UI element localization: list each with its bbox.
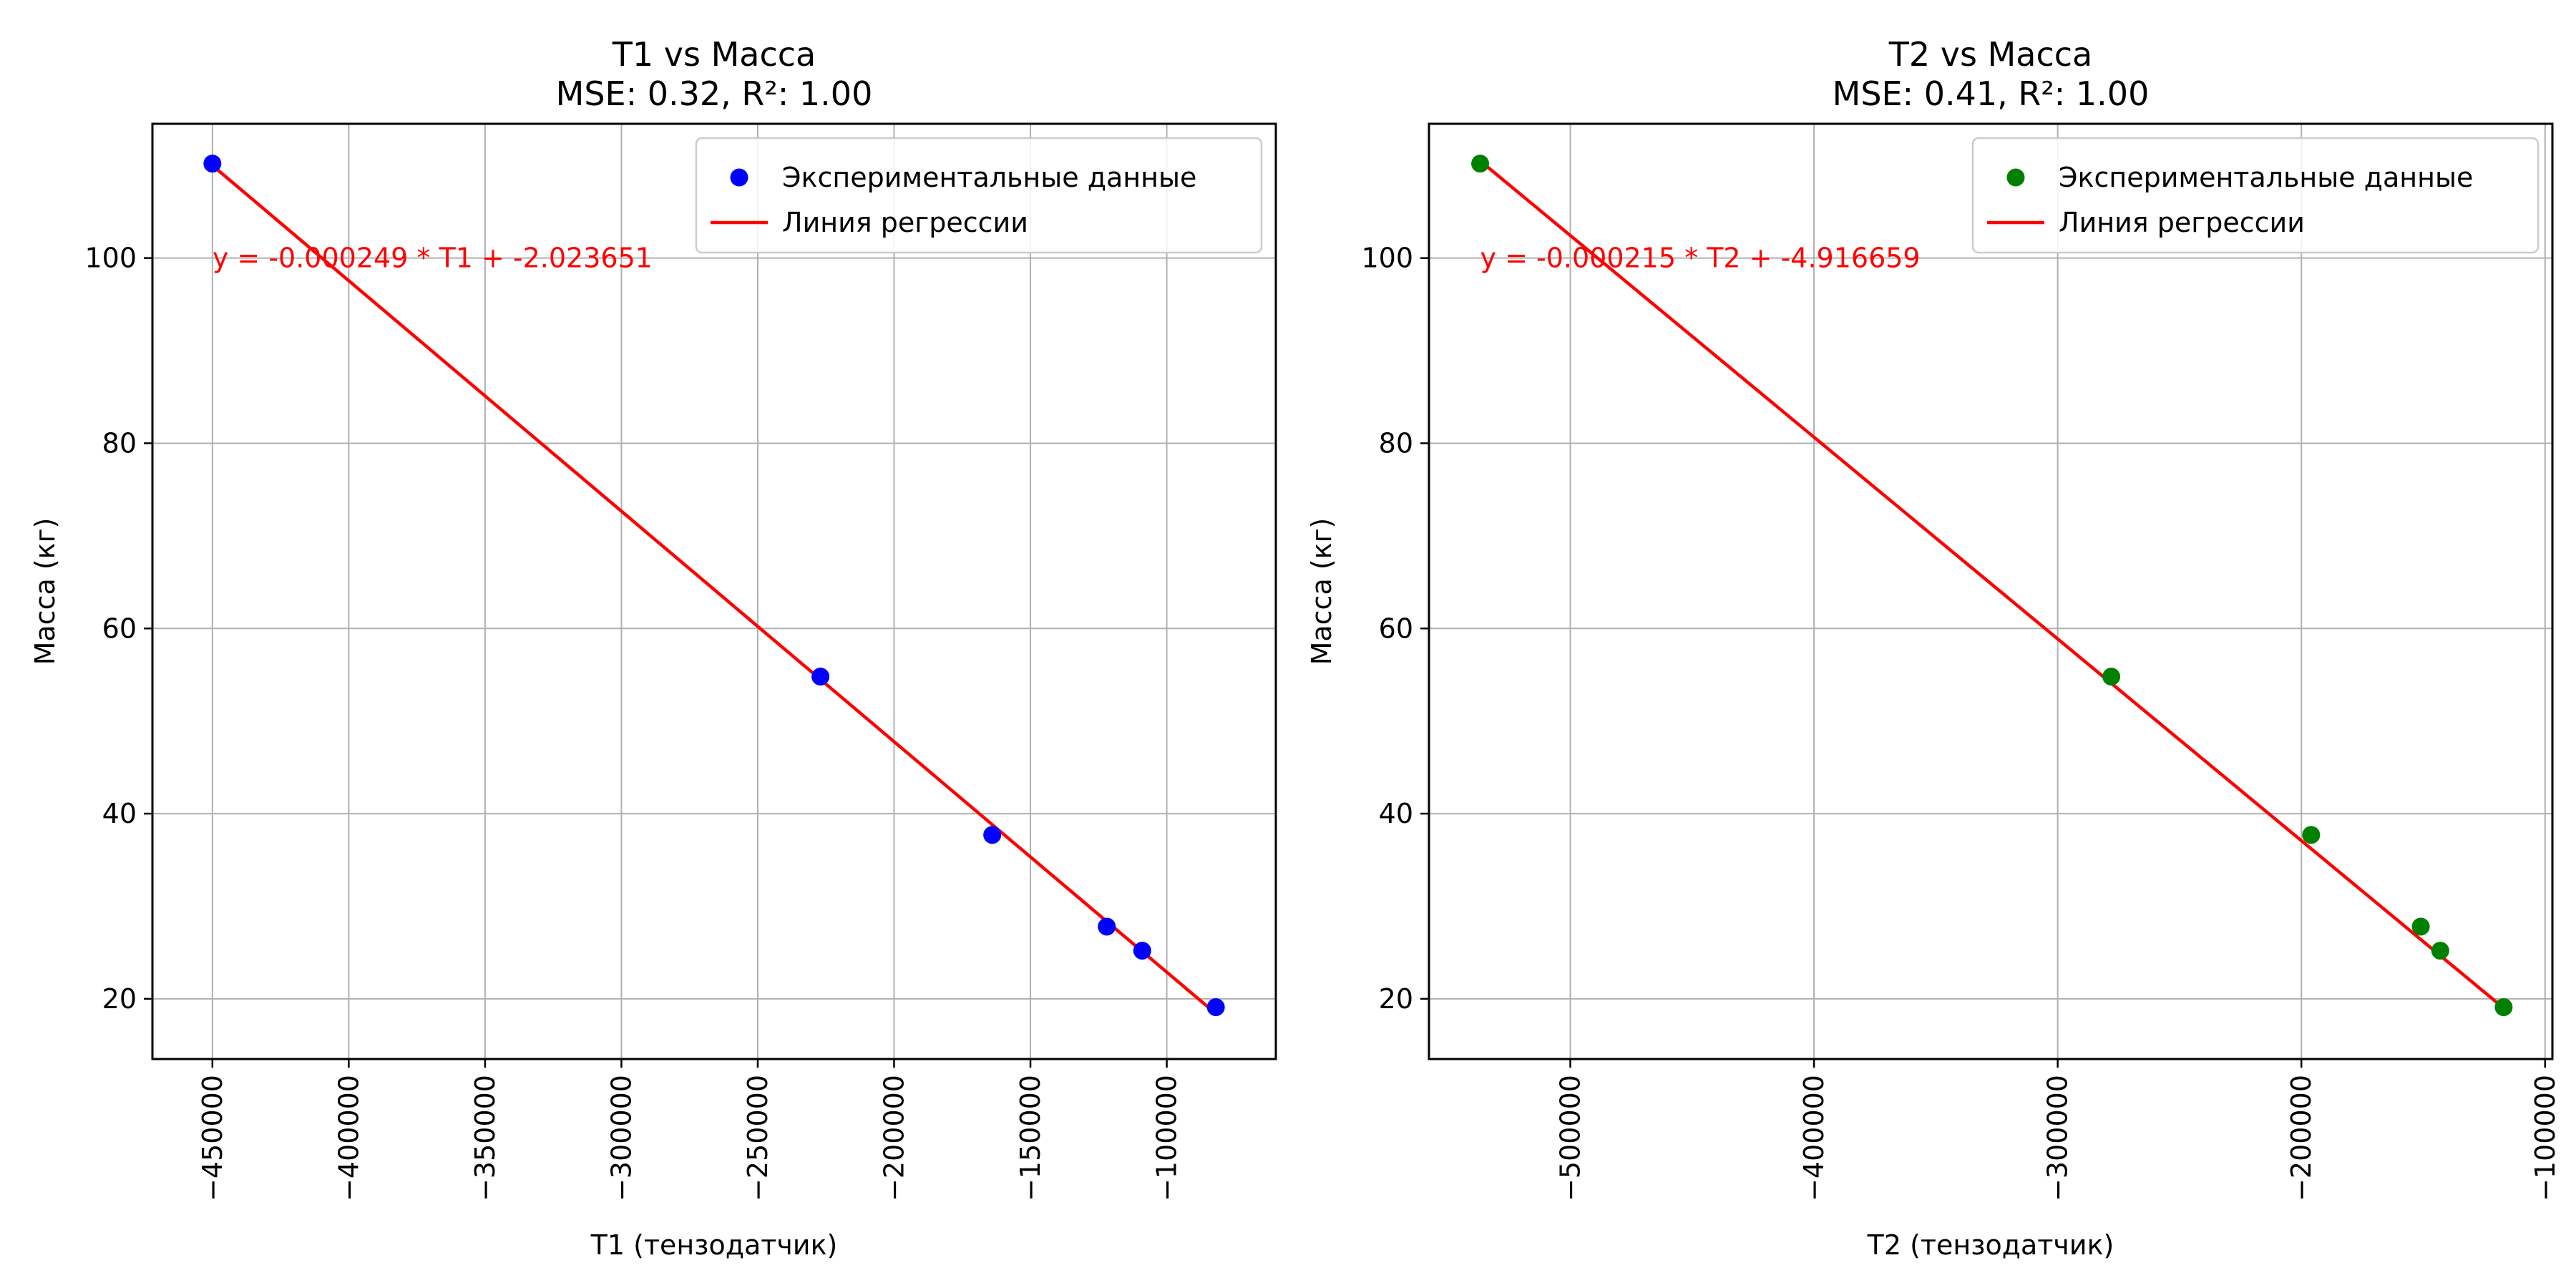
y-tick-label: 100	[84, 243, 137, 274]
axes-frame	[1428, 122, 2554, 1060]
data-point	[1471, 155, 1490, 173]
chart-panel-2: y = -0.000215 * T2 + -4.916659 −500000 −40…	[1306, 35, 2561, 1261]
legend: Экспериментальные данные Линия регрессии	[695, 137, 1263, 254]
y-axis-label: Масса (кг)	[29, 518, 61, 665]
data-point	[1206, 998, 1225, 1017]
y-tick-label: 60	[1379, 613, 1413, 644]
x-tick-label: −200000	[879, 1075, 910, 1201]
x-tick-label: −200000	[2285, 1075, 2317, 1201]
y-axis-label: Масса (кг)	[1306, 518, 1337, 665]
x-tick-label: −250000	[742, 1075, 774, 1201]
legend-label-line: Линия регрессии	[782, 207, 1028, 238]
y-tick-label: 80	[102, 427, 137, 459]
data-point	[2411, 917, 2430, 936]
legend-label-scatter: Экспериментальные данные	[782, 162, 1196, 193]
x-tick-label: −500000	[1555, 1075, 1586, 1201]
y-tick-label: 80	[1379, 427, 1413, 459]
data-point	[2302, 826, 2321, 844]
chart-title: T2 vs Масса	[1888, 35, 2092, 74]
y-tick-label: 40	[1379, 798, 1413, 829]
grid	[152, 124, 1276, 1059]
x-tick-label: −150000	[1015, 1075, 1046, 1201]
data-point	[203, 155, 222, 173]
x-axis-label: T1 (тензодатчик)	[590, 1229, 838, 1261]
y-tick-label: 20	[1379, 983, 1413, 1015]
data-point	[1098, 917, 1116, 936]
x-tick-label: −100000	[2529, 1075, 2561, 1201]
chart-subtitle: MSE: 0.32, R²: 1.00	[556, 74, 873, 113]
data-point	[811, 668, 830, 686]
legend: Экспериментальные данные Линия регрессии	[1971, 137, 2540, 254]
data-point	[2431, 942, 2449, 960]
legend-marker-scatter	[2006, 168, 2025, 187]
y-tick-label: 60	[102, 613, 137, 644]
y-tick-label: 40	[102, 798, 137, 829]
data-point	[983, 826, 1002, 844]
legend-label-line: Линия регрессии	[2059, 207, 2305, 238]
regression-equation: y = -0.000249 * T1 + -2.023651	[213, 243, 653, 274]
chart-subtitle: MSE: 0.41, R²: 1.00	[1833, 74, 2150, 113]
data-point	[2494, 998, 2513, 1017]
x-tick-label: −100000	[1151, 1075, 1183, 1201]
chart-panel-1: y = -0.000249 * T1 + -2.023651 −450000 −40…	[29, 35, 1277, 1261]
data-point	[2102, 668, 2121, 686]
axes-frame	[151, 122, 1277, 1060]
x-tick-label: −300000	[2042, 1075, 2074, 1201]
x-tick-label: −400000	[1798, 1075, 1830, 1201]
y-tick-label: 100	[1361, 243, 1413, 274]
legend-marker-scatter	[730, 168, 748, 187]
grid	[1429, 124, 2552, 1059]
x-axis-label: T2 (тензодатчик)	[1867, 1229, 2114, 1261]
chart-title: T1 vs Масса	[612, 35, 816, 74]
x-tick-label: −300000	[605, 1075, 637, 1201]
legend-label-scatter: Экспериментальные данные	[2059, 162, 2473, 193]
data-point	[1133, 942, 1151, 960]
regression-line	[211, 164, 1217, 1015]
regression-equation: y = -0.000215 * T2 + -4.916659	[1480, 243, 1921, 274]
regression-line	[1479, 160, 2505, 1010]
legend-box	[1971, 137, 2540, 254]
x-tick-label: −350000	[469, 1075, 501, 1201]
x-tick-label: −450000	[197, 1075, 228, 1201]
y-tick-label: 20	[102, 983, 137, 1015]
legend-box	[695, 137, 1263, 254]
x-tick-label: −400000	[333, 1075, 364, 1201]
